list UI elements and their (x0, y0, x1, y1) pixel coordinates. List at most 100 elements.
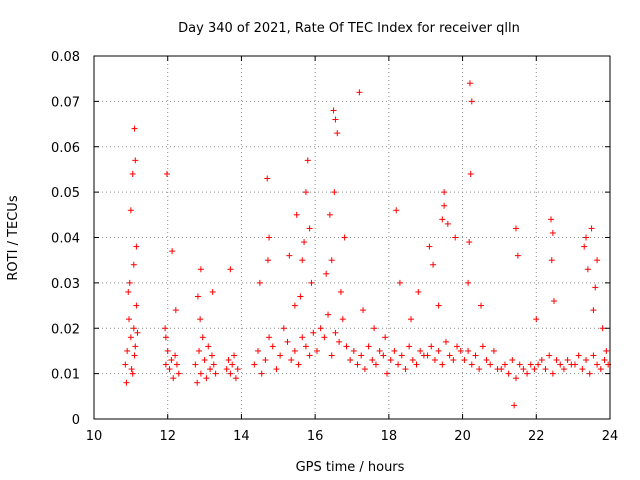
data-point (326, 211, 333, 218)
data-point (538, 357, 545, 364)
data-point (127, 207, 134, 214)
data-point (288, 357, 295, 364)
y-tick-label: 0.03 (51, 277, 80, 292)
data-point (442, 338, 449, 345)
data-point (330, 107, 337, 114)
x-tick-label: 12 (159, 429, 176, 444)
y-tick-label: 0.01 (51, 368, 80, 383)
data-point (505, 370, 512, 377)
data-point (406, 343, 413, 350)
data-point (514, 252, 521, 259)
data-point (231, 352, 238, 359)
data-point (483, 357, 490, 364)
data-point (371, 325, 378, 332)
grid-lines (94, 56, 610, 419)
data-point (435, 347, 442, 354)
data-point (546, 352, 553, 359)
data-point (197, 266, 204, 273)
data-point (579, 366, 586, 373)
data-point (258, 370, 265, 377)
data-point (452, 234, 459, 241)
data-point (417, 347, 424, 354)
data-point (347, 357, 354, 364)
data-point (210, 361, 217, 368)
x-tick-label: 10 (86, 429, 103, 444)
data-point (361, 366, 368, 373)
data-point (439, 361, 446, 368)
data-point (269, 343, 276, 350)
data-point (454, 343, 461, 350)
data-point (196, 347, 203, 354)
data-point (426, 243, 433, 250)
data-point (266, 334, 273, 341)
x-tick-label: 16 (307, 429, 324, 444)
data-point (590, 352, 597, 359)
data-point (513, 225, 520, 232)
data-point (343, 343, 350, 350)
data-point (133, 243, 140, 250)
data-point (548, 216, 555, 223)
data-point (588, 225, 595, 232)
data-point (511, 402, 518, 409)
data-point (306, 352, 313, 359)
data-point (194, 379, 201, 386)
data-point (328, 257, 335, 264)
data-point (225, 357, 232, 364)
data-point (201, 357, 208, 364)
data-point (571, 361, 578, 368)
data-point (197, 316, 204, 323)
data-point (407, 316, 414, 323)
data-point (212, 370, 219, 377)
data-point (325, 311, 332, 318)
data-point (424, 352, 431, 359)
data-point (450, 357, 457, 364)
data-point (490, 347, 497, 354)
data-point (599, 325, 606, 332)
data-point (465, 279, 472, 286)
data-point (284, 338, 291, 345)
data-point (328, 352, 335, 359)
y-tick-label: 0.05 (51, 186, 80, 201)
data-point (229, 361, 236, 368)
data-point (439, 216, 446, 223)
data-point (297, 293, 304, 300)
axis-ticks: 10 12 14 16 18 20 22 24 0 0.01 0.02 0.03 0.04 0.05 0.0… (51, 50, 618, 444)
y-tick-label: 0.08 (51, 50, 80, 65)
x-tick-label: 20 (454, 429, 471, 444)
data-point (369, 357, 376, 364)
data-point (132, 157, 139, 164)
data-point (592, 284, 599, 291)
data-point (304, 157, 311, 164)
data-point (122, 361, 129, 368)
data-point (409, 357, 416, 364)
data-point (430, 261, 437, 268)
data-point (501, 361, 508, 368)
data-point (601, 357, 608, 364)
data-point (197, 370, 204, 377)
data-point (428, 343, 435, 350)
data-point (476, 366, 483, 373)
data-point (465, 347, 472, 354)
data-point (431, 357, 438, 364)
data-point (170, 375, 177, 382)
data-point (129, 370, 136, 377)
data-point (360, 307, 367, 314)
data-point (354, 361, 361, 368)
data-point (498, 366, 505, 373)
data-point (487, 361, 494, 368)
data-point (125, 288, 132, 295)
data-point (553, 357, 560, 364)
data-point (286, 252, 293, 259)
data-point (223, 366, 230, 373)
data-point (516, 361, 523, 368)
data-point (372, 361, 379, 368)
data-point (130, 261, 137, 268)
data-point (209, 288, 216, 295)
data-point (339, 316, 346, 323)
data-point (126, 279, 133, 286)
data-point (398, 352, 405, 359)
data-point (199, 334, 206, 341)
data-point (203, 375, 210, 382)
data-point (415, 288, 422, 295)
data-point (299, 334, 306, 341)
